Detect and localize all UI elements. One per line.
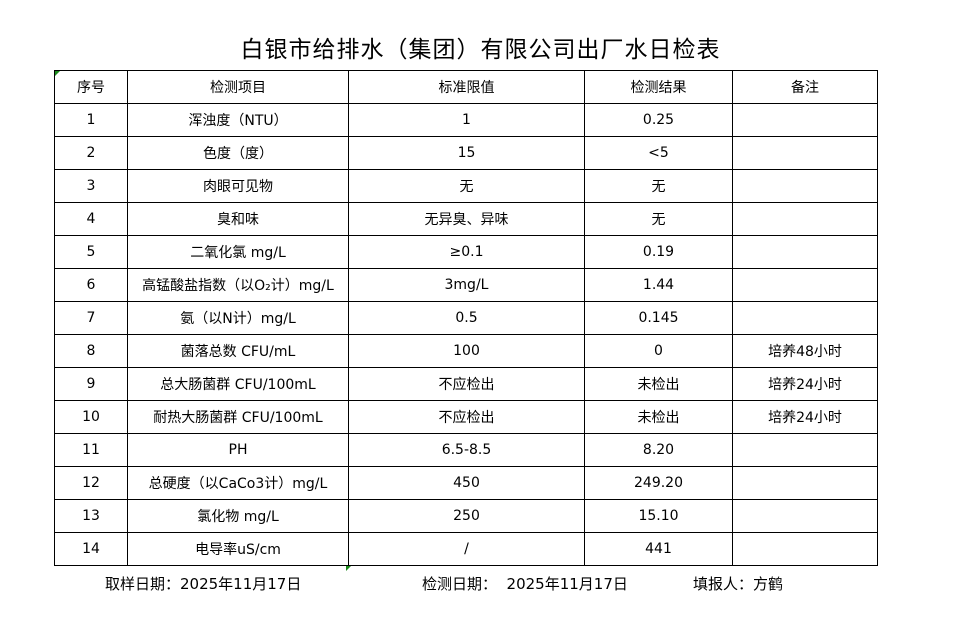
table-cell xyxy=(732,433,878,467)
table-cell: 未检出 xyxy=(584,400,733,434)
table-row: 2 色度（度） 15 <5 xyxy=(54,136,878,170)
column-header: 序号 xyxy=(54,70,128,104)
table-cell: 13 xyxy=(54,499,128,533)
inspection-table: 序号 检测项目 标准限值 检测结果 备注 1 浑浊度（NTU） 1 0.25 2 色度（度） 15 <5… xyxy=(54,70,878,566)
table-cell: 臭和味 xyxy=(127,202,349,236)
table-cell: 4 xyxy=(54,202,128,236)
table-cell: 15.10 xyxy=(584,499,733,533)
table-cell: 0.145 xyxy=(584,301,733,335)
table-cell xyxy=(732,169,878,203)
table-cell: 无 xyxy=(584,169,733,203)
table-cell: 色度（度） xyxy=(127,136,349,170)
table-cell: 9 xyxy=(54,367,128,401)
column-header: 备注 xyxy=(732,70,878,104)
table-cell: 氯化物 mg/L xyxy=(127,499,349,533)
table-cell: 250 xyxy=(348,499,585,533)
table-cell: 11 xyxy=(54,433,128,467)
table-row: 7 氨（以N计）mg/L 0.5 0.145 xyxy=(54,301,878,335)
table-cell: 7 xyxy=(54,301,128,335)
table-cell: 不应检出 xyxy=(348,400,585,434)
column-header: 标准限值 xyxy=(348,70,585,104)
table-cell: 2 xyxy=(54,136,128,170)
test-date: 检测日期： 2025年11月17日 xyxy=(422,575,628,593)
table-cell: 6 xyxy=(54,268,128,302)
table-cell: 15 xyxy=(348,136,585,170)
table-cell xyxy=(732,268,878,302)
table-cell: 总硬度（以CaCo3计）mg/L xyxy=(127,466,349,500)
table-cell: 未检出 xyxy=(584,367,733,401)
table-cell: 14 xyxy=(54,532,128,566)
table-cell: 电导率uS/cm xyxy=(127,532,349,566)
table-cell: 0.5 xyxy=(348,301,585,335)
table-cell xyxy=(732,499,878,533)
table-cell: 耐热大肠菌群 CFU/100mL xyxy=(127,400,349,434)
table-row: 14 电导率uS/cm/441 xyxy=(54,532,878,566)
table-cell: / xyxy=(348,532,585,566)
table-cell: <5 xyxy=(584,136,733,170)
table-row: 10 耐热大肠菌群 CFU/100mL 不应检出 未检出 培养24小时 xyxy=(54,400,878,434)
table-row: 13 氯化物 mg/L 250 15.10 xyxy=(54,499,878,533)
table-cell: 6.5-8.5 xyxy=(348,433,585,467)
table-cell: 441 xyxy=(584,532,733,566)
table-cell: 培养24小时 xyxy=(732,367,878,401)
table-cell xyxy=(732,532,878,566)
table-row: 4 臭和味 无异臭、异味无 xyxy=(54,202,878,236)
table-cell: ≥0.1 xyxy=(348,235,585,269)
table-row: 5 二氧化氯 mg/L ≥0.1 0.19 xyxy=(54,235,878,269)
table-cell: 10 xyxy=(54,400,128,434)
header-row: 序号 检测项目 标准限值 检测结果 备注 xyxy=(54,70,878,104)
table-cell: 8.20 xyxy=(584,433,733,467)
table-cell xyxy=(732,202,878,236)
table-cell: 总大肠菌群 CFU/100mL xyxy=(127,367,349,401)
table-cell: 无 xyxy=(348,169,585,203)
table-row: 3 肉眼可见物无无 xyxy=(54,169,878,203)
table-cell: 0.19 xyxy=(584,235,733,269)
cell-marker-icon xyxy=(346,566,351,571)
table-cell: 菌落总数 CFU/mL xyxy=(127,334,349,368)
reporter: 填报人：方鹤 xyxy=(693,575,784,593)
table-cell: 氨（以N计）mg/L xyxy=(127,301,349,335)
table-cell: 不应检出 xyxy=(348,367,585,401)
table-cell: 高锰酸盐指数（以O₂计）mg/L xyxy=(127,268,349,302)
column-header: 检测项目 xyxy=(127,70,349,104)
table-cell: 5 xyxy=(54,235,128,269)
table-cell xyxy=(732,103,878,137)
table-cell: 1 xyxy=(348,103,585,137)
table-cell xyxy=(732,301,878,335)
table-cell xyxy=(732,136,878,170)
table-cell: 8 xyxy=(54,334,128,368)
table-cell: 无异臭、异味 xyxy=(348,202,585,236)
table-cell: 100 xyxy=(348,334,585,368)
table-cell: 二氧化氯 mg/L xyxy=(127,235,349,269)
table-cell: 浑浊度（NTU） xyxy=(127,103,349,137)
table-cell: PH xyxy=(127,433,349,467)
table-row: 12 总硬度（以CaCo3计）mg/L 450 249.20 xyxy=(54,466,878,500)
table-row: 11 PH 6.5-8.5 8.20 xyxy=(54,433,878,467)
table-cell: 249.20 xyxy=(584,466,733,500)
table-cell: 培养48小时 xyxy=(732,334,878,368)
table-cell: 0.25 xyxy=(584,103,733,137)
page-title: 白银市给排水（集团）有限公司出厂水日检表 xyxy=(240,37,721,63)
table-row: 8 菌落总数 CFU/mL 100 0 培养48小时 xyxy=(54,334,878,368)
table-row: 6 高锰酸盐指数（以O₂计）mg/L 3mg/L 1.44 xyxy=(54,268,878,302)
table-cell: 1 xyxy=(54,103,128,137)
table-cell: 培养24小时 xyxy=(732,400,878,434)
column-header: 检测结果 xyxy=(584,70,733,104)
table-cell xyxy=(732,235,878,269)
table-row: 1 浑浊度（NTU） 1 0.25 xyxy=(54,103,878,137)
table-cell: 3 xyxy=(54,169,128,203)
sampling-date: 取样日期：2025年11月17日 xyxy=(105,575,302,593)
table-cell: 1.44 xyxy=(584,268,733,302)
table-cell xyxy=(732,466,878,500)
table-cell: 0 xyxy=(584,334,733,368)
table-row: 9 总大肠菌群 CFU/100mL 不应检出 未检出 培养24小时 xyxy=(54,367,878,401)
table-cell: 肉眼可见物 xyxy=(127,169,349,203)
table-cell: 12 xyxy=(54,466,128,500)
table-cell: 3mg/L xyxy=(348,268,585,302)
table-cell: 450 xyxy=(348,466,585,500)
table-cell: 无 xyxy=(584,202,733,236)
